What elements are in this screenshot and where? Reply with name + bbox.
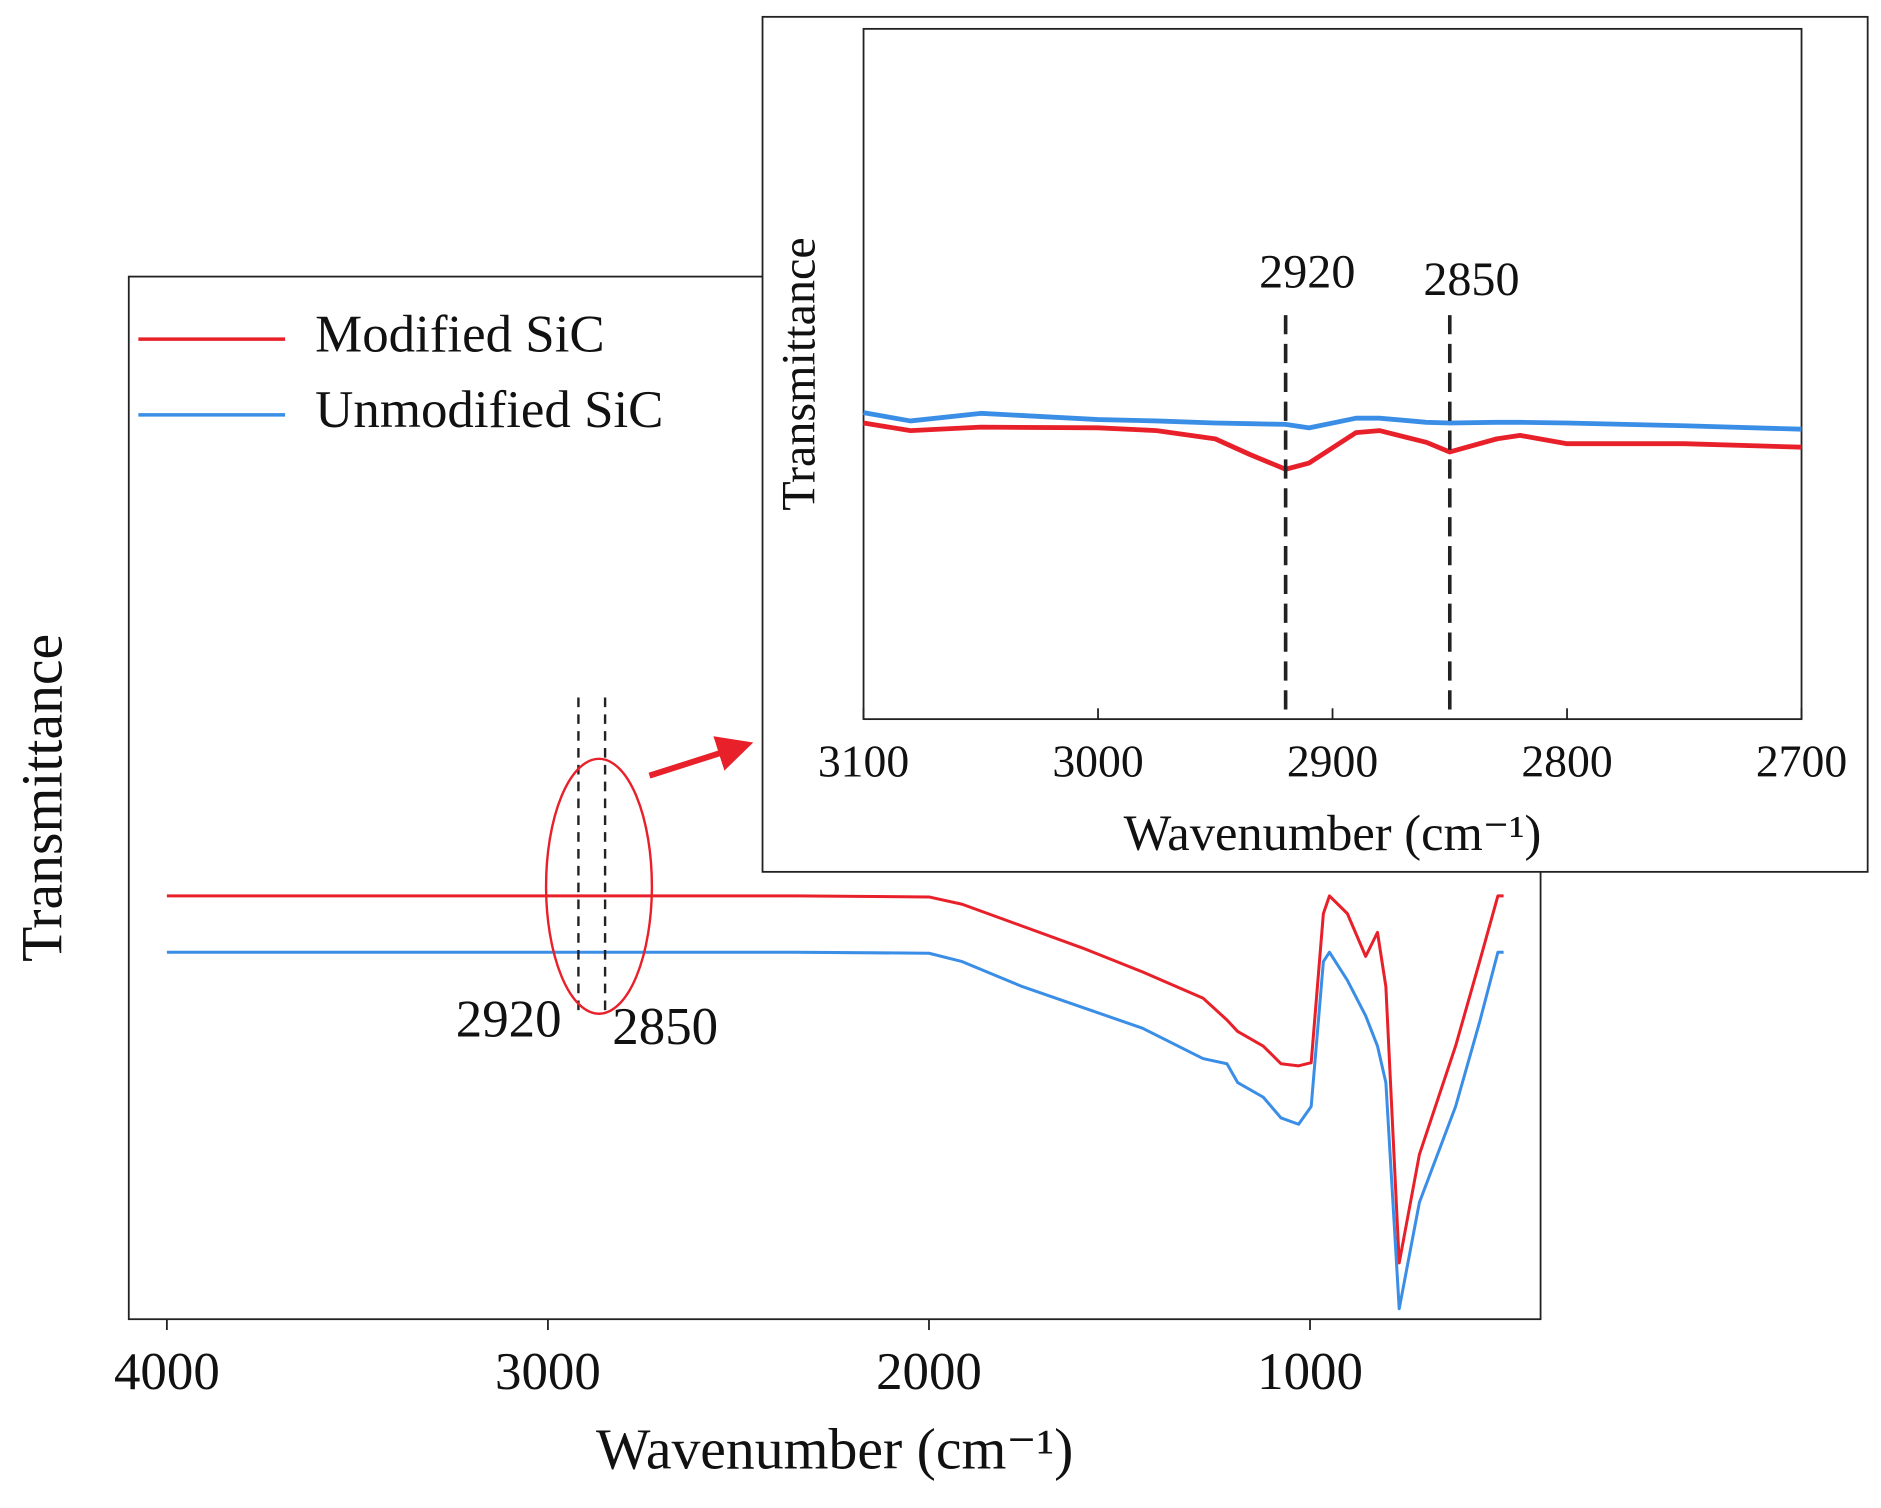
annotation-label: 2920	[456, 991, 562, 1049]
x-tick-label: 2000	[876, 1343, 982, 1401]
series-line	[166, 894, 1504, 1265]
legend-label: Unmodified SiC	[315, 381, 663, 439]
inset-chart: 3100 3000 2900 2800 2700 Wavenumber (cm⁻¹) Tra…	[772, 27, 1847, 861]
x-tick-label: 3000	[495, 1343, 601, 1401]
series-line	[863, 410, 1802, 432]
y-axis-label: Transmittance	[11, 634, 74, 962]
zoom-arrow	[648, 736, 754, 779]
annotation-label: 2920	[1259, 246, 1355, 299]
x-tick-label: 4000	[114, 1343, 220, 1401]
series-line	[166, 950, 1504, 1311]
highlight-ellipse	[544, 757, 654, 1015]
x-tick-label: 2800	[1521, 736, 1612, 787]
annotation-label: 2850	[612, 998, 718, 1056]
x-tick-label: 3000	[1052, 736, 1143, 787]
x-tick-label: 3100	[818, 736, 909, 787]
x-tick-label: 2900	[1287, 736, 1378, 787]
legend-label: Modified SiC	[315, 305, 605, 363]
x-tick-label: 2700	[1756, 736, 1847, 787]
main-chart: 4000 3000 2000 1000 Wavenumber (cm⁻¹) Transmi…	[11, 275, 1542, 1481]
x-tick-label: 1000	[1257, 1343, 1363, 1401]
x-axis-label: Wavenumber (cm⁻¹)	[1124, 805, 1542, 861]
x-axis-label: Wavenumber (cm⁻¹)	[596, 1418, 1073, 1481]
y-axis-label: Transmittance	[772, 237, 825, 510]
annotation-label: 2850	[1423, 253, 1519, 306]
series-line	[863, 420, 1802, 472]
